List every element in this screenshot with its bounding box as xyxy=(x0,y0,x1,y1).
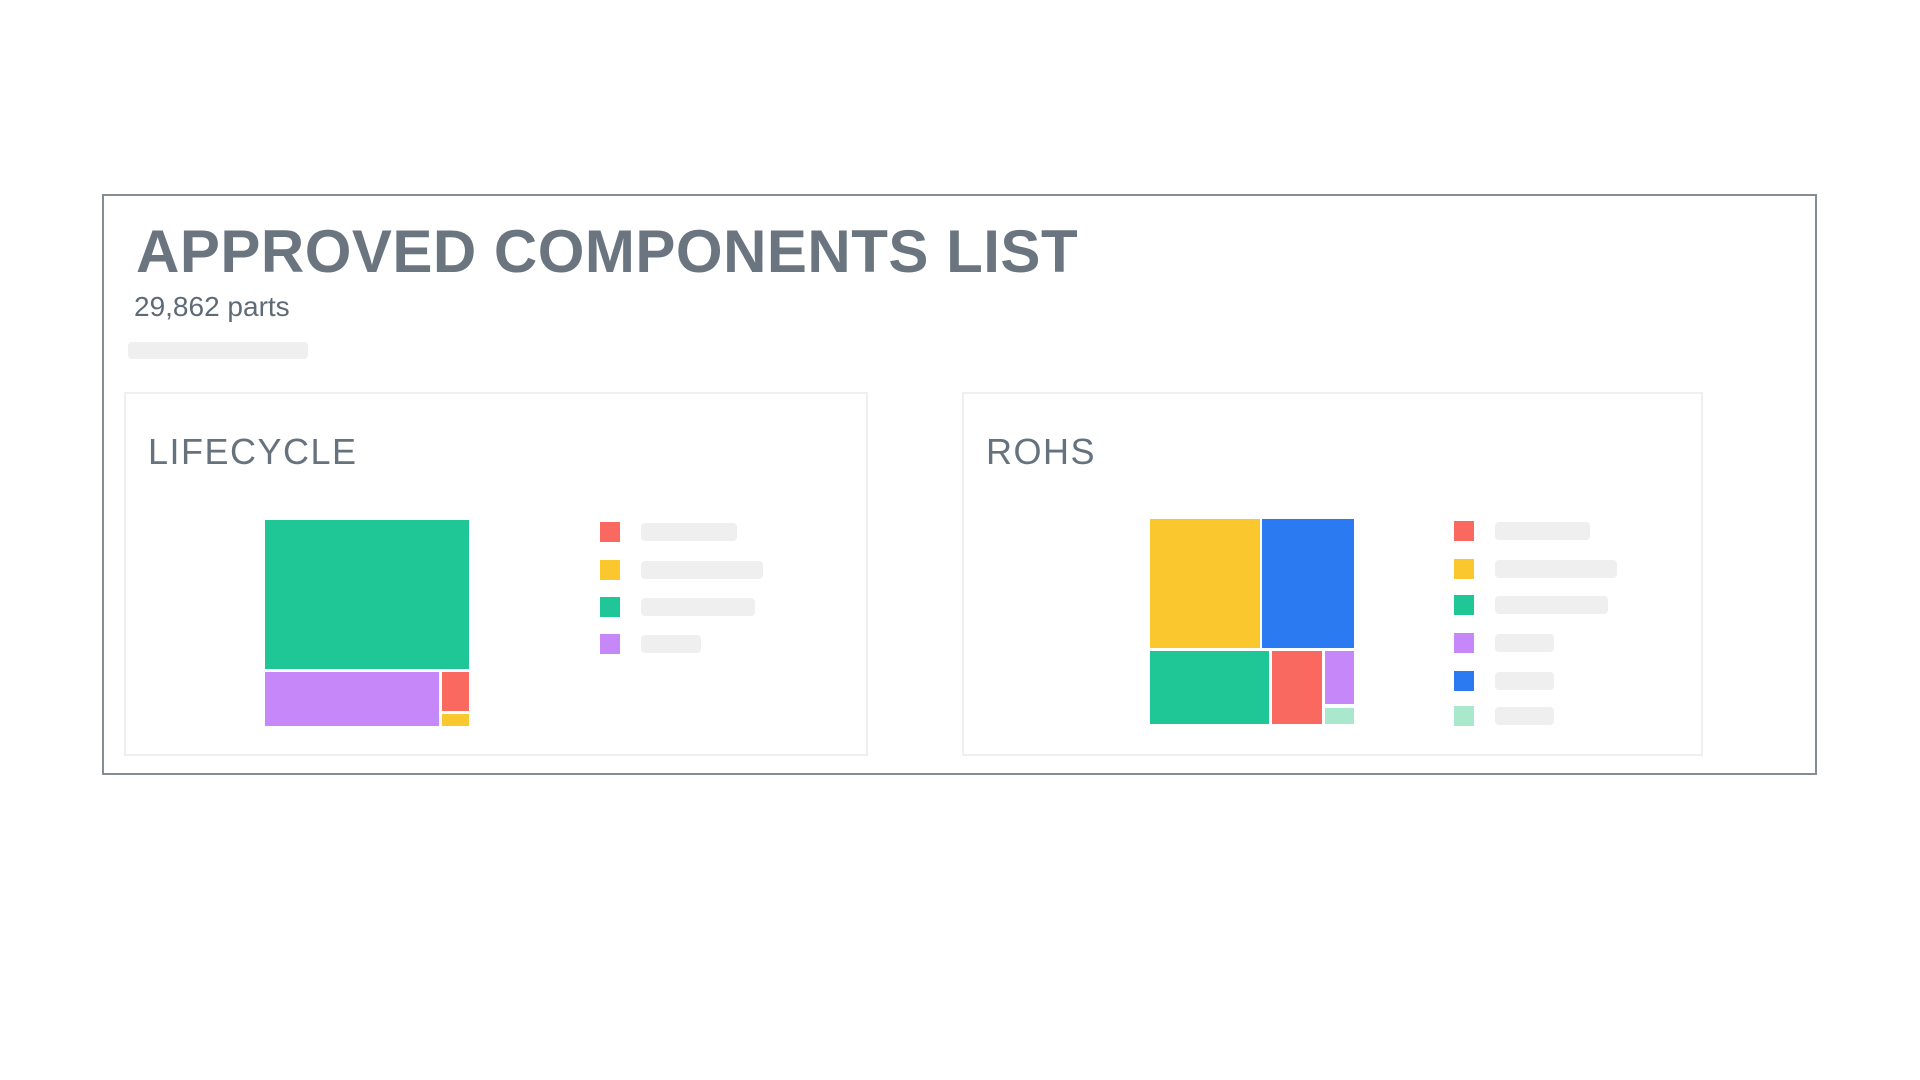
legend-row-mint xyxy=(1454,706,1684,726)
treemap-segment-blue[interactable] xyxy=(1262,519,1354,648)
lifecycle-treemap xyxy=(265,520,469,726)
rohs-card: ROHS xyxy=(962,392,1703,756)
legend-row-green xyxy=(600,597,830,617)
rohs-treemap xyxy=(1150,519,1354,725)
legend-swatch-yellow xyxy=(600,560,620,580)
legend-row-purple xyxy=(1454,633,1684,653)
legend-row-red xyxy=(600,522,830,542)
treemap-segment-green[interactable] xyxy=(1150,651,1269,724)
lifecycle-card: LIFECYCLE xyxy=(124,392,868,756)
legend-label-placeholder xyxy=(1495,596,1608,614)
treemap-segment-yellow[interactable] xyxy=(1150,519,1260,648)
legend-label-placeholder xyxy=(1495,707,1554,725)
rohs-legend xyxy=(1454,521,1684,731)
loading-placeholder-bar xyxy=(128,342,308,359)
legend-row-blue xyxy=(1454,671,1684,691)
legend-row-purple xyxy=(600,634,830,654)
treemap-segment-purple[interactable] xyxy=(265,672,439,726)
legend-swatch-purple xyxy=(600,634,620,654)
legend-swatch-purple xyxy=(1454,633,1474,653)
legend-label-placeholder xyxy=(1495,634,1554,652)
lifecycle-card-title: LIFECYCLE xyxy=(148,431,358,472)
legend-swatch-red xyxy=(600,522,620,542)
treemap-segment-green[interactable] xyxy=(265,520,469,669)
rohs-card-title: ROHS xyxy=(986,431,1097,472)
legend-row-green xyxy=(1454,595,1684,615)
legend-label-placeholder xyxy=(1495,522,1590,540)
treemap-segment-purple[interactable] xyxy=(1325,651,1354,704)
legend-row-yellow xyxy=(1454,559,1684,579)
legend-label-placeholder xyxy=(1495,672,1554,690)
treemap-segment-red[interactable] xyxy=(442,672,469,711)
parts-count: 29,862 parts xyxy=(134,291,290,322)
treemap-segment-mint[interactable] xyxy=(1325,708,1354,724)
legend-row-red xyxy=(1454,521,1684,541)
legend-swatch-green xyxy=(1454,595,1474,615)
legend-label-placeholder xyxy=(641,598,755,616)
legend-swatch-blue xyxy=(1454,671,1474,691)
lifecycle-legend xyxy=(600,522,830,657)
treemap-segment-yellow[interactable] xyxy=(442,714,469,726)
legend-swatch-mint xyxy=(1454,706,1474,726)
legend-swatch-green xyxy=(600,597,620,617)
legend-row-yellow xyxy=(600,560,830,580)
legend-label-placeholder xyxy=(1495,560,1617,578)
page-title: APPROVED COMPONENTS LIST xyxy=(136,218,1079,285)
legend-swatch-red xyxy=(1454,521,1474,541)
legend-label-placeholder xyxy=(641,635,701,653)
legend-label-placeholder xyxy=(641,523,737,541)
legend-label-placeholder xyxy=(641,561,763,579)
legend-swatch-yellow xyxy=(1454,559,1474,579)
treemap-segment-red[interactable] xyxy=(1272,651,1322,724)
approved-components-panel: APPROVED COMPONENTS LIST 29,862 parts LI… xyxy=(102,194,1817,775)
